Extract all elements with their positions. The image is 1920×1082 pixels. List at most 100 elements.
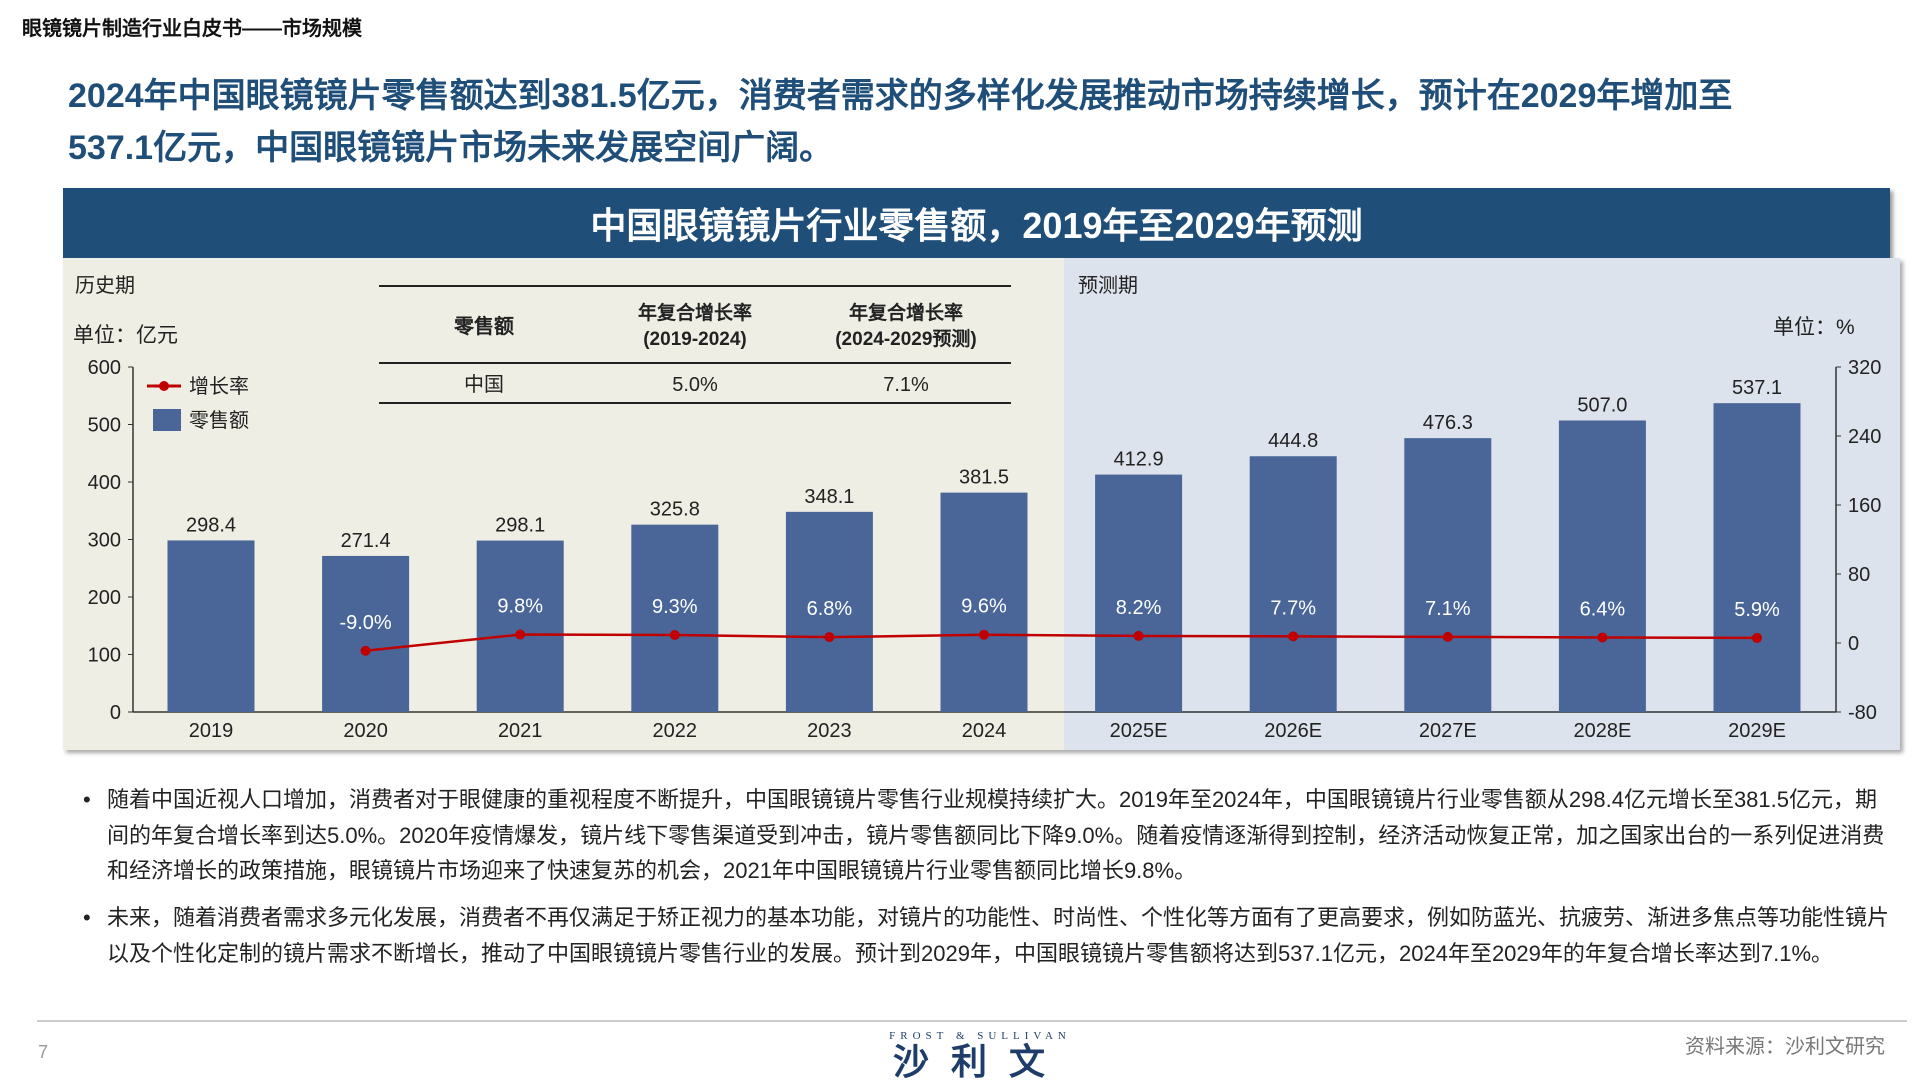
bar-value-label: 537.1 [1732, 377, 1782, 399]
frost-sullivan-logo: FROST & SULLIVAN 沙利文 [870, 1030, 1090, 1082]
bar-2024 [940, 492, 1028, 712]
bar-2023 [785, 511, 873, 712]
left-axis-unit: 单位：亿元 [73, 324, 178, 347]
left-tick-label: 300 [88, 530, 121, 552]
left-tick-label: 0 [110, 702, 121, 724]
bar-2019 [167, 540, 255, 712]
right-tick-label: 0 [1848, 633, 1859, 655]
bar-2026E [1249, 456, 1337, 712]
bullet-symbol: • [83, 787, 91, 812]
growth-point [1597, 632, 1608, 643]
logo-english: FROST & SULLIVAN [889, 1030, 1071, 1042]
headline-line-2: 537.1亿元，中国眼镜镜片市场未来发展空间广阔。 [68, 129, 834, 167]
right-tick-label: 240 [1848, 426, 1881, 448]
document-title: 眼镜镜片制造行业白皮书——市场规模 [22, 18, 362, 40]
legend-line-marker [159, 381, 169, 391]
growth-rate-label: 8.2% [1116, 597, 1162, 619]
table-cell: 7.1% [883, 374, 929, 396]
bar-value-label: 381.5 [959, 467, 1009, 489]
growth-point [515, 629, 526, 640]
logo-chinese: 沙利文 [892, 1041, 1067, 1082]
growth-rate-label: -9.0% [339, 612, 391, 634]
x-tick-label: 2029E [1728, 720, 1786, 742]
table-header: (2019-2024) [643, 329, 747, 350]
legend-growth-label: 增长率 [189, 375, 249, 398]
growth-rate-label: 9.3% [652, 596, 698, 618]
chart-panel: 历史期 预测期单位：亿元 单位：% 0 100 200 300 400 500 600 -80 0 80… [63, 258, 1900, 750]
left-tick-label: 500 [88, 415, 121, 437]
growth-rate-label: 5.9% [1734, 599, 1780, 621]
bar-value-label: 348.1 [804, 486, 854, 508]
headline-line-1: 2024年中国眼镜镜片零售额达到381.5亿元，消费者需求的多样化发展推动市场持… [68, 77, 1733, 115]
x-tick-label: 2020 [343, 720, 388, 742]
bar-value-label: 298.1 [495, 515, 545, 537]
growth-rate-label: 7.1% [1425, 598, 1471, 620]
chart-title-banner: 中国眼镜镜片行业零售额，2019年至2029年预测 [63, 188, 1890, 258]
bar-value-label: 476.3 [1423, 412, 1473, 434]
x-tick-label: 2025E [1110, 720, 1168, 742]
x-tick-label: 2019 [189, 720, 234, 742]
x-tick-label: 2026E [1264, 720, 1322, 742]
right-tick-label: 160 [1848, 495, 1881, 517]
page-number: 7 [38, 1042, 49, 1062]
x-tick-label: 2024 [962, 720, 1007, 742]
bar-value-label: 412.9 [1114, 449, 1164, 471]
bullet-text: 随着中国近视人口增加，消费者对于眼健康的重视程度不断提升，中国眼镜镜片零售行业规… [107, 787, 1885, 883]
left-tick-label: 100 [88, 645, 121, 667]
chart-title: 中国眼镜镜片行业零售额，2019年至2029年预测 [590, 205, 1363, 246]
x-tick-label: 2028E [1573, 720, 1631, 742]
table-cell: 5.0% [672, 374, 718, 396]
left-tick-label: 600 [88, 357, 121, 379]
growth-rate-label: 9.6% [961, 596, 1007, 618]
bar-2025E [1095, 474, 1183, 712]
bar-value-label: 271.4 [341, 530, 391, 552]
growth-rate-label: 9.8% [497, 596, 543, 618]
growth-point [824, 632, 835, 643]
forecast-period-label: 预测期 [1078, 274, 1138, 297]
bar-2028E [1558, 420, 1646, 712]
growth-point [360, 645, 371, 656]
growth-point [1442, 631, 1453, 642]
right-axis-unit: 单位：% [1773, 316, 1855, 339]
bar-2027E [1404, 438, 1492, 712]
legend-bar-icon [153, 409, 181, 431]
bullet-text: 未来，随着消费者需求多元化发展，消费者不再仅满足于矫正视力的基本功能，对镜片的功… [107, 905, 1890, 966]
right-tick-label: 320 [1848, 357, 1881, 379]
table-header: 年复合增长率 [638, 301, 752, 324]
bar-value-label: 507.0 [1577, 394, 1627, 416]
bar-value-label: 444.8 [1268, 430, 1318, 452]
x-tick-label: 2021 [498, 720, 543, 742]
table-header: 年复合增长率 [849, 301, 963, 324]
legend-retail-label: 零售额 [189, 409, 249, 432]
table-header: (2024-2029预测) [835, 328, 977, 350]
bullet-symbol: • [83, 905, 91, 930]
right-tick-label: 80 [1848, 564, 1870, 586]
growth-rate-label: 6.8% [807, 598, 853, 620]
growth-point [979, 629, 989, 640]
bar-2029E [1713, 403, 1801, 712]
left-tick-label: 200 [88, 587, 121, 609]
growth-point [669, 629, 680, 640]
bar-2020 [322, 555, 410, 712]
table-header: 零售额 [453, 314, 514, 338]
x-tick-label: 2027E [1419, 720, 1477, 742]
bar-2021 [476, 540, 564, 712]
bullet-1: • 随着中国近视人口增加，消费者对于眼健康的重视程度不断提升，中国眼镜镜片零售行业… [83, 782, 1893, 889]
growth-rate-line [365, 633, 1758, 653]
x-tick-label: 2022 [653, 720, 698, 742]
historical-period-label: 历史期 [75, 274, 135, 297]
growth-rate-label: 7.7% [1270, 597, 1316, 619]
bar-value-label: 325.8 [650, 499, 700, 521]
bar-2022 [631, 524, 719, 712]
source-note: 资料来源：沙利文研究 [1685, 1036, 1885, 1058]
growth-point [1288, 631, 1299, 642]
footer-divider [37, 1020, 1907, 1022]
bullet-2: • 未来，随着消费者需求多元化发展，消费者不再仅满足于矫正视力的基本功能，对镜片的… [83, 900, 1893, 971]
table-cell: 中国 [464, 373, 504, 396]
growth-point [1752, 632, 1762, 643]
x-tick-label: 2023 [807, 720, 852, 742]
bar-value-label: 298.4 [186, 514, 236, 536]
right-tick-label: -80 [1848, 702, 1877, 724]
left-tick-label: 400 [88, 472, 121, 494]
